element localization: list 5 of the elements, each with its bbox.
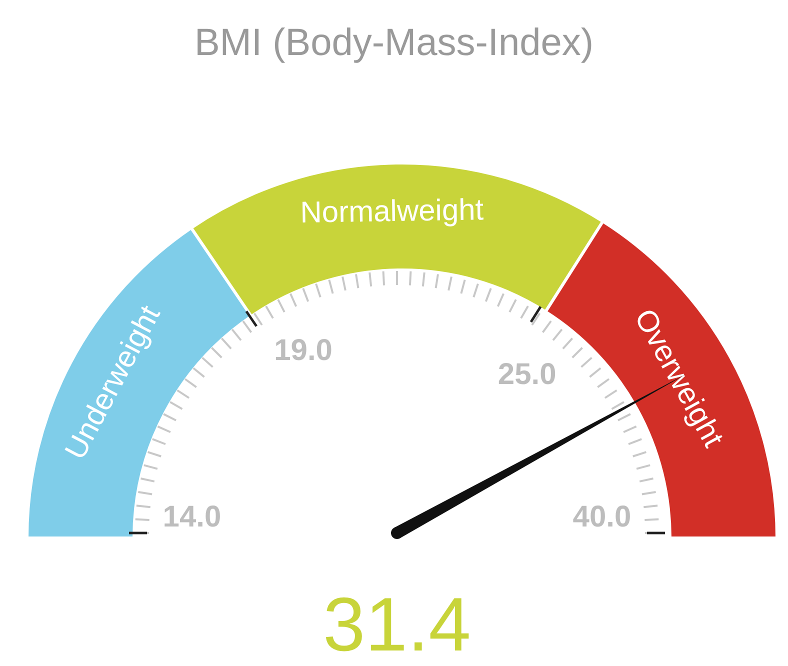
slice-label: Normalweight <box>300 194 485 230</box>
chart-title: BMI (Body-Mass-Index) <box>193 22 595 65</box>
text: 14.0 <box>162 500 222 534</box>
text: 19.0 <box>274 334 332 368</box>
text: 31.4 <box>323 582 471 666</box>
